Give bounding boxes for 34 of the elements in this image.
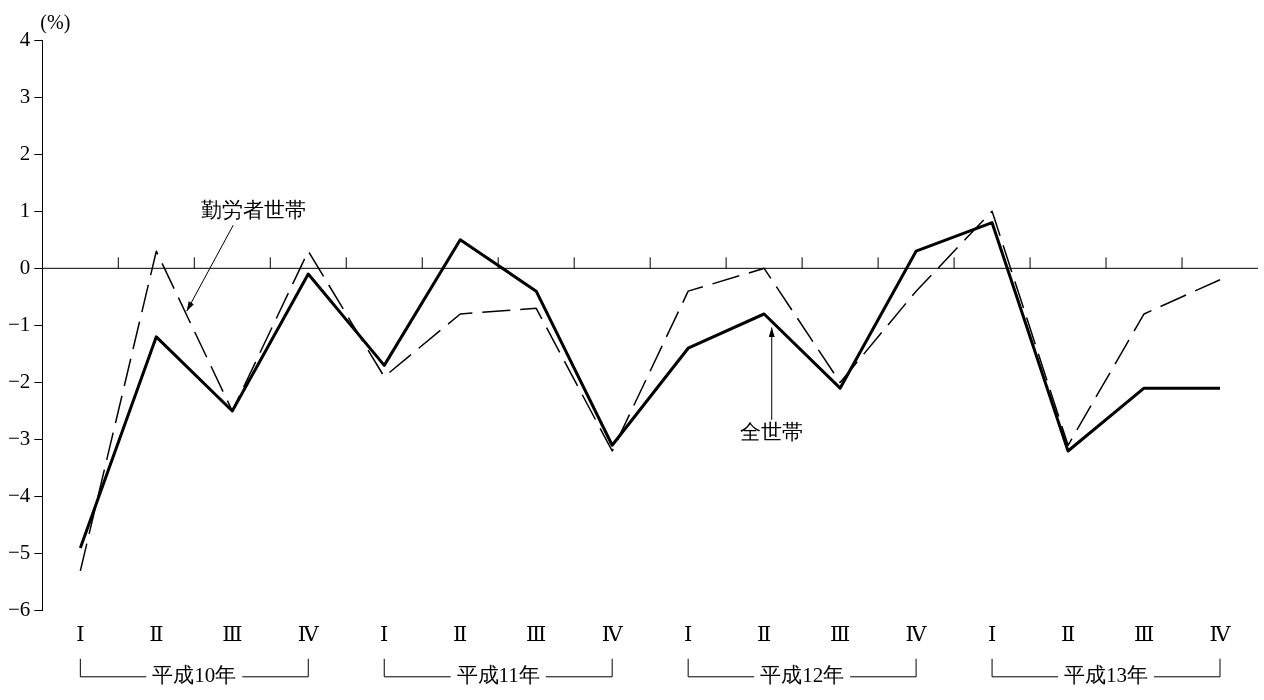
series-label: 勤労者世帯 (200, 197, 306, 222)
x-tick-label: Ⅰ (76, 621, 85, 646)
y-tick-label: −2 (8, 369, 31, 393)
x-tick-label: Ⅳ (1209, 621, 1232, 646)
x-tick-label: Ⅳ (601, 621, 624, 646)
text: 平成12年 (760, 663, 845, 688)
y-tick-label: −6 (8, 597, 31, 622)
x-tick-label: Ⅲ (222, 621, 243, 646)
y-tick-label: 2 (19, 140, 31, 165)
y-tick-label: −4 (8, 483, 31, 508)
y-tick-label: −3 (8, 426, 31, 451)
text: 平成13年 (1064, 663, 1149, 688)
text: 全世帯 (740, 420, 804, 445)
x-tick-label: Ⅲ (1133, 621, 1155, 646)
x-tick-label: Ⅳ (297, 621, 320, 646)
text: 平成11年 (456, 663, 540, 688)
x-tick-label: Ⅱ (453, 621, 468, 646)
x-tick-label: Ⅰ (987, 621, 997, 646)
y-tick-label: 3 (19, 83, 31, 108)
x-tick-label: Ⅱ (149, 621, 164, 646)
y-axis-title: (%) (40, 11, 71, 35)
y-tick-label: 1 (19, 197, 31, 222)
y-tick-label: 0 (19, 254, 31, 279)
y-tick-label: −5 (8, 540, 31, 565)
y-tick-label: −1 (8, 311, 31, 336)
x-tick-label: Ⅳ (905, 621, 928, 646)
x-tick-label: Ⅰ (380, 621, 389, 646)
y-tick-label: 4 (19, 26, 31, 51)
x-tick-label: Ⅰ (684, 621, 693, 646)
text: 平成10年 (152, 663, 237, 688)
x-tick-label: Ⅲ (829, 621, 851, 646)
x-tick-label: Ⅲ (526, 621, 547, 646)
x-tick-label: Ⅱ (757, 621, 772, 646)
x-tick-label: Ⅱ (1060, 621, 1076, 646)
